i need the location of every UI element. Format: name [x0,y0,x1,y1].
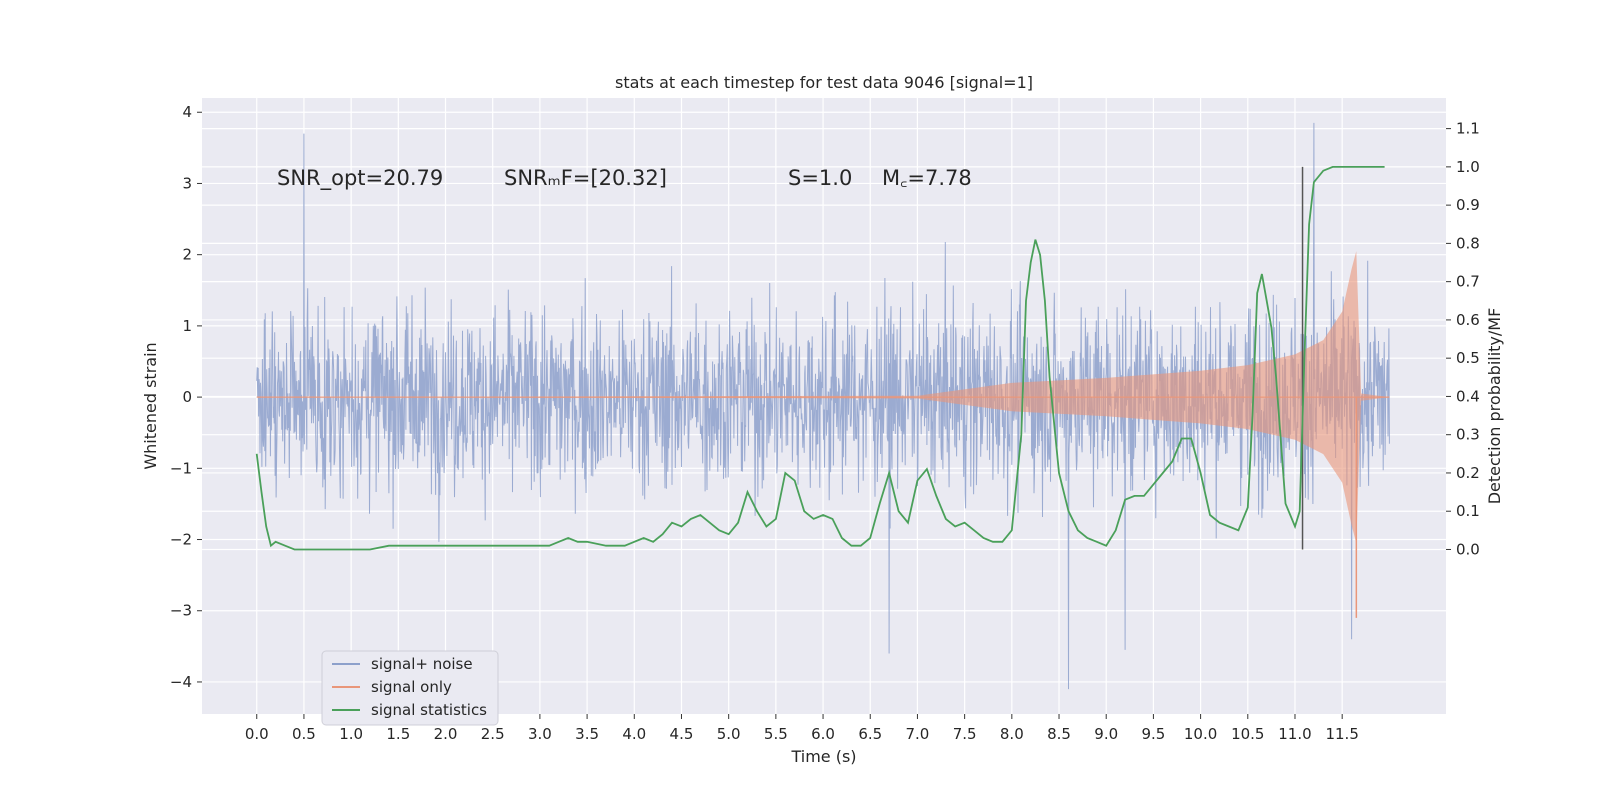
annotation-s: S=1.0 [788,166,852,190]
y-right-tick-label: 0.9 [1456,196,1480,214]
y-right-tick-label: 0.3 [1456,426,1480,444]
signal-only-series [256,251,1390,618]
annotation-snr-mf: SNRₘF=[20.32] [504,166,667,190]
legend-label-signal-plus-noise: signal+ noise [371,655,473,673]
x-tick-label: 1.5 [386,725,410,743]
y-right-tick-label: 0.8 [1456,234,1480,252]
y-right-tick-label: 0.4 [1456,387,1480,405]
y-right-tick-label: 0.0 [1456,540,1480,558]
x-tick-label: 9.0 [1094,725,1118,743]
x-tick-label: 3.0 [528,725,552,743]
y-right-axis-label: Detection probability/MF [1485,308,1504,505]
y-right-tick-label: 0.1 [1456,502,1480,520]
y-axis-label: Whitened strain [141,342,160,469]
x-tick-label: 10.5 [1231,725,1264,743]
x-tick-label: 0.0 [245,725,269,743]
x-tick-label: 6.5 [858,725,882,743]
x-tick-label: 8.5 [1047,725,1071,743]
signal-plus-noise-series [256,122,1390,690]
y-tick-label: −1 [170,459,192,477]
annotation-snr-opt: SNR_opt=20.79 [277,166,443,191]
signal-plus-noise-line [256,122,1390,690]
x-tick-label: 4.5 [670,725,694,743]
annotation-mc: M꜀=7.78 [882,166,972,190]
chart-title: stats at each timestep for test data 904… [615,73,1033,92]
x-tick-label: 8.0 [1000,725,1024,743]
x-tick-label: 5.0 [717,725,741,743]
y-right-tick-label: 0.6 [1456,311,1480,329]
x-tick-label: 4.0 [622,725,646,743]
x-tick-label: 7.0 [906,725,930,743]
signal-statistics-series [255,165,1385,551]
y-right-tick-label: 0.5 [1456,349,1480,367]
x-tick-label: 11.0 [1278,725,1311,743]
tick-labels: 0.0 0.5 1.0 1.5 2.0 2.5 3.0 3.5 4.0 4.5 5.0 5.5 6.0 6… [170,103,1480,743]
legend: signal+ noise signal only signal statist… [321,650,499,726]
x-tick-label: 11.5 [1325,725,1358,743]
y-tick-label: −2 [170,531,192,549]
y-right-tick-label: 1.1 [1456,120,1480,138]
x-tick-label: 10.0 [1184,725,1217,743]
y-tick-label: −4 [170,673,192,691]
x-tick-label: 1.0 [339,725,363,743]
y-tick-label: 0 [182,388,192,406]
x-tick-label: 2.5 [481,725,505,743]
y-tick-label: 4 [182,103,192,121]
signal-statistics-line [255,165,1385,551]
y-right-tick-label: 1.0 [1456,158,1480,176]
x-axis-label: Time (s) [790,747,856,766]
x-tick-label: 0.5 [292,725,316,743]
x-tick-label: 3.5 [575,725,599,743]
y-right-tick-label: 0.7 [1456,273,1480,291]
y-right-tick-label: 0.2 [1456,464,1480,482]
x-tick-label: 7.5 [953,725,977,743]
y-tick-label: 2 [182,246,192,264]
legend-label-signal-statistics: signal statistics [371,701,487,719]
x-tick-label: 9.5 [1141,725,1165,743]
y-tick-label: −3 [170,602,192,620]
x-tick-label: 6.0 [811,725,835,743]
x-tick-label: 2.0 [434,725,458,743]
y-tick-label: 3 [182,174,192,192]
legend-label-signal-only: signal only [371,678,452,696]
x-tick-label: 5.5 [764,725,788,743]
y-tick-label: 1 [182,317,192,335]
legend-box [321,650,499,726]
